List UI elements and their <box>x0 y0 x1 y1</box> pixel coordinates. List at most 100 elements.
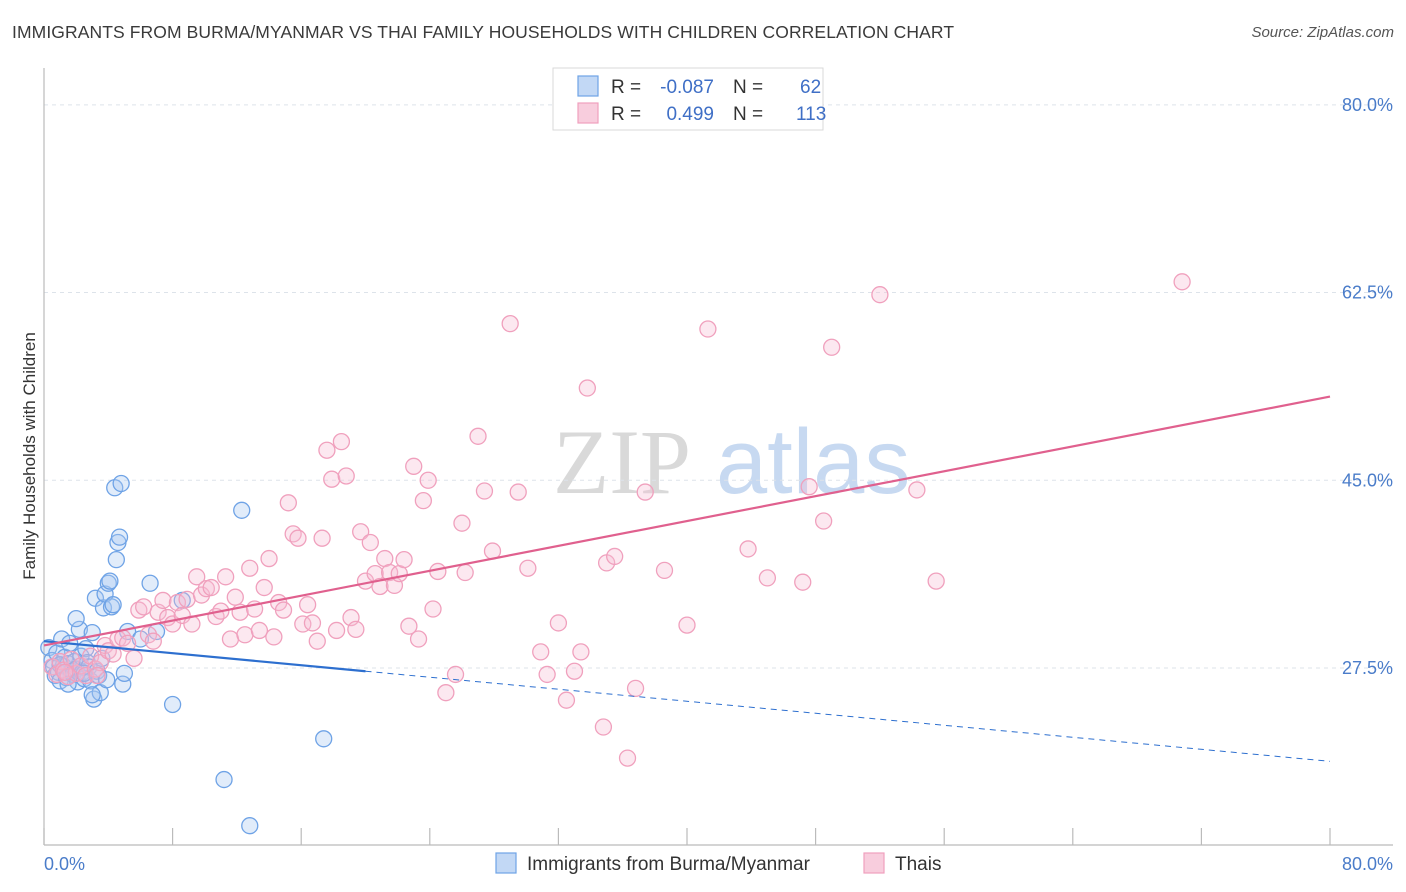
burma-point-55 <box>241 817 259 835</box>
trendline-burma <box>43 640 366 673</box>
burma-point-45 <box>114 675 132 693</box>
thais-point-59 <box>323 470 341 488</box>
thais-point-55 <box>303 614 322 632</box>
thais-point-109 <box>758 569 777 587</box>
burma-point-46 <box>115 664 134 683</box>
burma-point-43 <box>110 528 129 546</box>
thais-point-41 <box>236 626 254 644</box>
thais-point-115 <box>908 481 926 499</box>
thais-point-83 <box>446 665 465 684</box>
bottom-legend-swatch-pink <box>863 852 885 874</box>
thais-point-11 <box>91 653 109 672</box>
thais-point-42 <box>241 559 259 577</box>
thais-point-82 <box>437 684 455 702</box>
thais-point-95 <box>557 691 576 709</box>
thais-point-19 <box>130 601 148 619</box>
thais-point-58 <box>318 441 336 459</box>
thais-point-103 <box>626 679 645 698</box>
thais-point-78 <box>414 492 433 510</box>
thais-point-102 <box>618 749 637 767</box>
thais-point-105 <box>655 561 674 580</box>
thais-point-89 <box>501 315 519 333</box>
thais-point-84 <box>453 514 471 532</box>
axes <box>43 68 1393 846</box>
thais-point-38 <box>221 630 240 648</box>
thais-point-75 <box>400 617 418 635</box>
thais-point-24 <box>154 591 172 610</box>
trend-lines <box>43 395 1331 762</box>
thais-point-94 <box>549 614 568 632</box>
thais-point-110 <box>794 573 812 591</box>
burma-point-41 <box>107 551 125 569</box>
thais-point-92 <box>532 643 550 661</box>
burma-point-18 <box>70 620 89 639</box>
y-tick-label-3: 80.0% <box>1342 95 1393 115</box>
thais-point-97 <box>572 643 590 661</box>
thais-point-104 <box>636 483 654 501</box>
y-tick-label-0: 27.5% <box>1342 658 1393 678</box>
thais-point-79 <box>419 471 437 489</box>
burma-point-54 <box>233 501 251 519</box>
burma-point-51 <box>163 695 182 714</box>
x-tick-label-right: 80.0% <box>1342 854 1393 874</box>
correlation-legend: R = -0.087 N = 62 R = 0.499 N = 113 <box>552 67 826 131</box>
thais-point-29 <box>178 590 196 608</box>
thais-point-106 <box>678 616 696 634</box>
y-tick-labels: 27.5% 45.0% 62.5% 80.0% <box>1342 95 1393 678</box>
legend-swatch-blue <box>577 75 599 97</box>
watermark-zip: ZIP <box>553 411 691 513</box>
thais-point-119 <box>88 666 106 685</box>
burma-point-49 <box>141 574 159 592</box>
thais-point-87 <box>475 482 494 500</box>
legend-n-value-1: 62 <box>800 77 821 98</box>
bottom-legend-label-pink: Thais <box>895 854 941 875</box>
thais-point-67 <box>361 533 379 552</box>
thais-point-49 <box>274 601 293 619</box>
thais-point-93 <box>538 665 556 684</box>
thais-point-27 <box>168 593 187 612</box>
thais-point-80 <box>424 600 442 618</box>
thais-point-113 <box>823 338 841 356</box>
thais-point-20 <box>135 598 153 616</box>
trendline-thais <box>43 395 1331 647</box>
burma-point-56 <box>315 730 333 748</box>
thais-point-112 <box>814 512 833 530</box>
thais-point-65 <box>352 523 370 541</box>
thais-point-90 <box>509 483 527 501</box>
thais-point-108 <box>739 540 757 558</box>
thais-point-116 <box>927 572 945 590</box>
thais-point-111 <box>800 478 818 496</box>
thais-point-61 <box>332 433 351 451</box>
legend-n-label-1: N = <box>733 77 763 98</box>
bottom-legend-label-blue: Immigrants from Burma/Myanmar <box>527 854 811 875</box>
legend-r-label-2: R = <box>611 104 641 125</box>
legend-r-label-1: R = <box>611 77 641 98</box>
legend-r-value-2: 0.499 <box>666 104 714 125</box>
x-tick-label-left: 0.0% <box>44 854 85 874</box>
thais-point-96 <box>565 662 584 680</box>
thais-point-117 <box>1173 273 1191 291</box>
burma-point-44 <box>112 474 130 493</box>
legend-swatch-pink <box>577 102 599 124</box>
bottom-legend-swatch-blue <box>495 852 517 874</box>
thais-point-50 <box>279 494 297 512</box>
thais-point-46 <box>260 549 278 568</box>
burma-point-59 <box>83 686 101 704</box>
thais-point-77 <box>409 630 428 648</box>
thais-point-31 <box>188 568 206 586</box>
thais-point-85 <box>456 563 474 582</box>
thais-point-57 <box>313 529 331 547</box>
thais-point-60 <box>327 621 346 640</box>
legend-n-value-2: 113 <box>796 104 826 125</box>
thais-point-101 <box>606 547 624 566</box>
y-tick-label-1: 45.0% <box>1342 470 1393 490</box>
thais-point-45 <box>255 578 273 597</box>
grid-lines <box>44 104 1393 669</box>
thais-point-86 <box>469 427 487 445</box>
thais-point-34 <box>202 578 220 597</box>
y-axis-label: Family Households with Children <box>20 332 39 580</box>
burma-point-58 <box>67 610 85 628</box>
thais-point-52 <box>289 529 307 547</box>
thais-point-18 <box>125 649 143 667</box>
